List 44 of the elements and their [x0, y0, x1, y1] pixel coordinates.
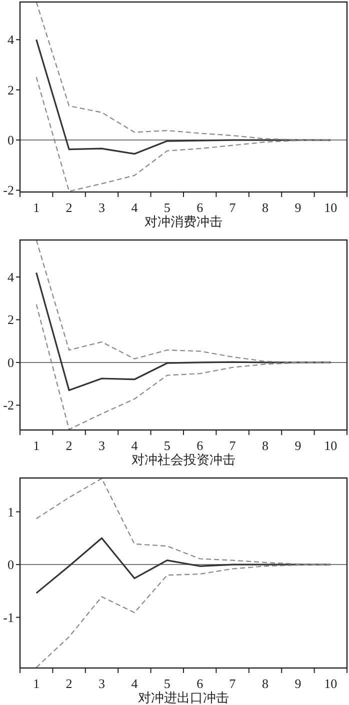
x-tick-label: 5 — [164, 676, 170, 691]
x-tick-label: 8 — [262, 676, 268, 691]
x-axis-title: 对冲消费冲击 — [144, 214, 222, 229]
x-tick-label: 9 — [294, 438, 302, 453]
x-tick-label: 9 — [294, 200, 302, 215]
x-tick-label: 2 — [66, 676, 72, 691]
x-tick-label: 4 — [131, 676, 138, 691]
x-tick-label: 2 — [66, 200, 72, 215]
y-tick-label: 0 — [8, 354, 14, 370]
y-tick-label: 1 — [8, 504, 14, 520]
x-tick-label: 2 — [66, 438, 72, 453]
x-tick-label: 6 — [196, 438, 204, 453]
x-tick-label: 1 — [33, 438, 40, 453]
y-tick-label: 2 — [8, 82, 14, 98]
x-tick-label: 9 — [294, 676, 302, 691]
x-tick-label: 8 — [262, 200, 268, 215]
x-axis-title: 对冲进出口冲击 — [138, 690, 229, 705]
x-tick-label: 7 — [229, 676, 236, 691]
x-tick-label: 4 — [131, 200, 138, 215]
y-tick-label: 4 — [8, 269, 14, 284]
y-tick-label: -1 — [3, 610, 14, 625]
x-tick-label: 10 — [324, 676, 338, 691]
y-tick-label: -2 — [3, 398, 14, 413]
x-tick-label: 10 — [324, 438, 338, 453]
y-tick-label: 0 — [8, 557, 14, 572]
y-tick-label: 2 — [8, 312, 14, 328]
x-tick-label: 3 — [98, 676, 105, 691]
x-tick-label: 6 — [196, 200, 204, 215]
x-axis-title: 对冲社会投资冲击 — [132, 452, 236, 467]
x-tick-label: 10 — [324, 200, 338, 215]
x-tick-label: 6 — [196, 676, 204, 691]
x-tick-label: 3 — [98, 438, 105, 453]
x-tick-label: 5 — [164, 200, 170, 215]
x-tick-label: 3 — [98, 200, 105, 215]
y-tick-label: 4 — [8, 32, 14, 48]
x-tick-label: 5 — [164, 438, 170, 453]
x-tick-label: 7 — [229, 200, 236, 215]
y-tick-label: -2 — [3, 182, 14, 198]
x-tick-label: 8 — [262, 438, 268, 453]
x-tick-label: 1 — [33, 676, 40, 691]
x-tick-label: 1 — [33, 200, 40, 215]
x-tick-label: 4 — [131, 438, 138, 453]
x-tick-label: 7 — [229, 438, 236, 453]
y-tick-label: 0 — [8, 132, 14, 148]
